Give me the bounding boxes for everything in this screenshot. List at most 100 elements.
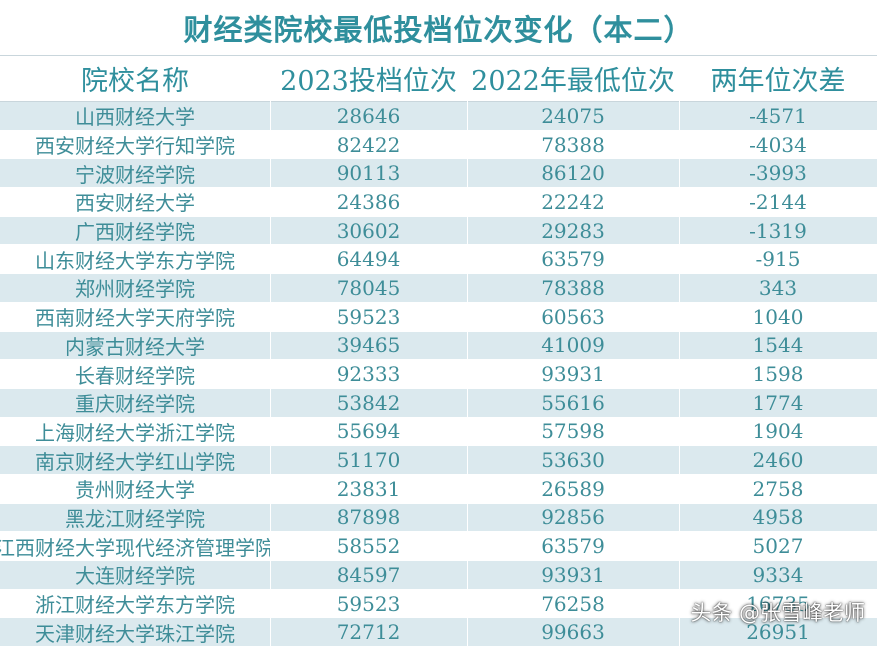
cell-2022-rank: 78388 xyxy=(541,132,605,157)
cell-rank-diff: -3993 xyxy=(749,161,807,186)
cell-2022-rank: 92856 xyxy=(541,505,605,530)
table-row: 山东财经大学东方学院 64494 63579 -915 xyxy=(0,245,877,275)
cell-rank-diff: 26951 xyxy=(746,620,810,645)
cell-school-name: 内蒙古财经大学 xyxy=(65,334,205,359)
cell-2022-rank: 55616 xyxy=(541,390,605,415)
cell-school-name: 山西财经大学 xyxy=(75,105,195,130)
cell-2023-rank: 51170 xyxy=(336,448,401,473)
table-title: 财经类院校最低投档位次变化（本二） xyxy=(0,0,877,56)
cell-2023-rank: 78045 xyxy=(336,275,401,300)
cell-2022-rank: 29283 xyxy=(541,218,605,243)
cell-2023-rank: 87898 xyxy=(336,505,401,530)
column-divider xyxy=(679,56,680,647)
cell-school-name: 黑龙江财经学院 xyxy=(65,506,205,531)
table-row: 西安财经大学 24386 22242 -2144 xyxy=(0,188,877,217)
cell-2022-rank: 93931 xyxy=(541,362,605,387)
cell-2022-rank: 86120 xyxy=(541,161,605,186)
cell-2022-rank: 41009 xyxy=(541,333,605,358)
cell-rank-diff: 4958 xyxy=(752,505,804,530)
cell-2023-rank: 28646 xyxy=(336,103,401,128)
cell-2023-rank: 23831 xyxy=(336,476,401,501)
cell-school-name: 贵州财经大学 xyxy=(75,478,195,503)
cell-rank-diff: -2144 xyxy=(749,189,807,214)
table-row: 江西财经大学现代经济管理学院 58552 63579 5027 xyxy=(0,532,877,561)
cell-2023-rank: 59523 xyxy=(336,591,401,616)
cell-2022-rank: 22242 xyxy=(541,189,605,214)
cell-2022-rank: 63579 xyxy=(541,534,605,559)
cell-2023-rank: 90113 xyxy=(336,161,401,186)
cell-school-name: 天津财经大学珠江学院 xyxy=(35,621,235,646)
cell-school-name: 上海财经大学浙江学院 xyxy=(35,420,235,445)
cell-2022-rank: 78388 xyxy=(541,275,605,300)
cell-school-name: 重庆财经学院 xyxy=(75,392,195,417)
table-row: 广西财经学院 30602 29283 -1319 xyxy=(0,216,877,246)
table-row: 山西财经大学 28646 24075 -4571 xyxy=(0,102,877,131)
cell-2022-rank: 24075 xyxy=(541,103,605,128)
cell-2023-rank: 53842 xyxy=(336,390,401,415)
cell-school-name: 广西财经学院 xyxy=(75,220,195,245)
cell-school-name: 西南财经大学天府学院 xyxy=(35,306,235,331)
cell-rank-diff: 1040 xyxy=(752,304,804,329)
cell-2023-rank: 55694 xyxy=(336,419,401,444)
cell-2022-rank: 26589 xyxy=(541,476,605,501)
cell-2023-rank: 24386 xyxy=(336,189,401,214)
cell-2022-rank: 63579 xyxy=(541,247,605,272)
table-body: 山西财经大学 28646 24075 -4571 西安财经大学行知学院 82422 7838… xyxy=(0,102,877,647)
cell-school-name: 浙江财经大学东方学院 xyxy=(35,593,235,618)
header-rank-diff: 两年位次差 xyxy=(710,66,846,97)
cell-school-name: 山东财经大学东方学院 xyxy=(35,248,235,273)
cell-2022-rank: 93931 xyxy=(541,562,605,587)
table-row: 南京财经大学红山学院 51170 53630 2460 xyxy=(0,446,877,475)
watermark: 头条 @张雪峰老师 xyxy=(690,601,865,625)
cell-rank-diff: -4571 xyxy=(749,103,807,128)
cell-school-name: 宁波财经学院 xyxy=(75,162,195,187)
cell-rank-diff: -915 xyxy=(755,247,801,272)
cell-2023-rank: 59523 xyxy=(336,304,401,329)
cell-rank-diff: 1904 xyxy=(752,419,804,444)
cell-2022-rank: 76258 xyxy=(541,591,605,616)
cell-school-name: 郑州财经学院 xyxy=(75,277,195,302)
column-divider xyxy=(270,56,271,647)
table-row: 大连财经学院 84597 93931 9334 xyxy=(0,561,877,590)
cell-2023-rank: 58552 xyxy=(336,534,401,559)
cell-2023-rank: 92333 xyxy=(336,362,401,387)
cell-rank-diff: 9334 xyxy=(752,562,804,587)
cell-2022-rank: 57598 xyxy=(541,419,605,444)
cell-school-name: 大连财经学院 xyxy=(75,564,195,589)
table-row: 浙江财经大学东方学院 59523 76258 16735 xyxy=(0,590,877,619)
table-row: 长春财经学院 92333 93931 1598 xyxy=(0,360,877,389)
cell-2022-rank: 99663 xyxy=(541,620,605,645)
cell-rank-diff: 5027 xyxy=(752,534,804,559)
cell-2022-rank: 53630 xyxy=(541,448,605,473)
header-school-name: 院校名称 xyxy=(81,66,189,97)
table-row: 宁波财经学院 90113 86120 -3993 xyxy=(0,159,877,189)
table-row: 西南财经大学天府学院 59523 60563 1040 xyxy=(0,303,877,332)
cell-rank-diff: 2758 xyxy=(752,476,804,501)
cell-rank-diff: 2460 xyxy=(752,448,804,473)
cell-2023-rank: 82422 xyxy=(336,132,401,157)
cell-school-name: 西安财经大学行知学院 xyxy=(35,134,235,159)
table-row: 天津财经大学珠江学院 72712 99663 26951 xyxy=(0,618,877,647)
cell-2023-rank: 30602 xyxy=(336,218,401,243)
cell-rank-diff: 1774 xyxy=(752,390,804,415)
table-row: 重庆财经学院 53842 55616 1774 xyxy=(0,388,877,418)
cell-school-name: 南京财经大学红山学院 xyxy=(35,449,235,474)
cell-2023-rank: 64494 xyxy=(336,247,401,272)
table-row: 上海财经大学浙江学院 55694 57598 1904 xyxy=(0,418,877,447)
column-divider xyxy=(467,56,468,647)
cell-rank-diff: 16735 xyxy=(746,591,810,616)
cell-2023-rank: 84597 xyxy=(336,562,401,587)
header-2023-rank: 2023投档位次 xyxy=(280,66,457,97)
cell-2023-rank: 39465 xyxy=(336,333,401,358)
table-row: 黑龙江财经学院 87898 92856 4958 xyxy=(0,503,877,533)
table-row: 郑州财经学院 78045 78388 343 xyxy=(0,274,877,303)
cell-rank-diff: 343 xyxy=(758,275,798,300)
cell-rank-diff: 1598 xyxy=(752,362,804,387)
header-row: 院校名称 2023投档位次 2022年最低位次 两年位次差 xyxy=(0,56,877,102)
cell-rank-diff: -1319 xyxy=(749,218,807,243)
cell-rank-diff: 1544 xyxy=(752,333,804,358)
cell-2023-rank: 72712 xyxy=(336,620,401,645)
header-2022-rank: 2022年最低位次 xyxy=(471,66,675,97)
table-row: 西安财经大学行知学院 82422 78388 -4034 xyxy=(0,131,877,160)
